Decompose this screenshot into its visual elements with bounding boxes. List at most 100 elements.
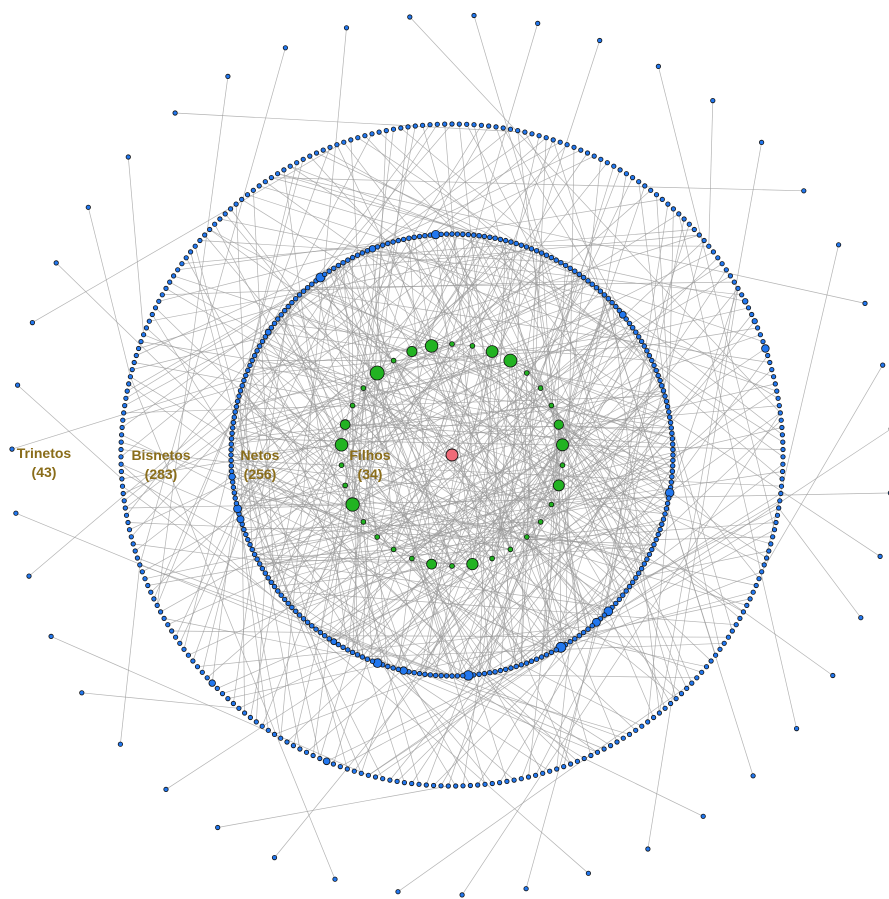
node-netos[interactable] (558, 260, 564, 266)
node-filhos[interactable] (469, 343, 476, 349)
node-bisnetos[interactable] (119, 483, 126, 489)
node-bisnetos[interactable] (202, 232, 208, 238)
node-bisnetos[interactable] (348, 137, 354, 143)
node-bisnetos[interactable] (127, 374, 133, 380)
node-bisnetos[interactable] (442, 121, 448, 127)
node-netos[interactable] (641, 343, 647, 349)
node-trinetos[interactable] (523, 886, 529, 892)
node-netos[interactable] (243, 372, 249, 379)
node-netos[interactable] (670, 446, 676, 453)
node-bisnetos[interactable] (344, 766, 350, 772)
node-filhos[interactable] (338, 462, 345, 469)
node-bisnetos[interactable] (639, 723, 645, 729)
node-bisnetos[interactable] (578, 147, 584, 153)
node-netos[interactable] (618, 310, 627, 319)
node-bisnetos[interactable] (601, 746, 607, 752)
node-bisnetos[interactable] (761, 344, 770, 353)
node-netos[interactable] (655, 531, 661, 538)
node-netos[interactable] (349, 649, 356, 656)
node-trinetos[interactable] (700, 813, 706, 819)
node-bisnetos[interactable] (230, 700, 236, 707)
node-netos[interactable] (230, 484, 237, 491)
node-netos[interactable] (449, 231, 455, 237)
node-bisnetos[interactable] (754, 325, 761, 331)
node-bisnetos[interactable] (753, 582, 759, 589)
node-bisnetos[interactable] (769, 366, 775, 373)
node-bisnetos[interactable] (727, 273, 734, 279)
node-bisnetos[interactable] (588, 752, 594, 759)
node-filhos[interactable] (424, 339, 439, 353)
node-netos[interactable] (476, 232, 482, 239)
node-bisnetos[interactable] (780, 446, 786, 453)
node-netos[interactable] (589, 623, 595, 629)
node-bisnetos[interactable] (766, 548, 772, 554)
node-bisnetos[interactable] (515, 128, 521, 134)
node-bisnetos[interactable] (412, 123, 418, 129)
node-bisnetos[interactable] (145, 582, 151, 589)
node-netos[interactable] (326, 636, 332, 642)
node-netos[interactable] (364, 656, 371, 662)
node-netos[interactable] (663, 398, 670, 404)
node-netos[interactable] (443, 673, 450, 679)
node-bisnetos[interactable] (190, 658, 196, 664)
node-netos[interactable] (553, 647, 559, 653)
node-netos[interactable] (262, 334, 268, 340)
node-netos[interactable] (666, 495, 672, 501)
node-bisnetos[interactable] (118, 454, 124, 460)
node-bisnetos[interactable] (757, 332, 764, 338)
node-netos[interactable] (538, 250, 545, 256)
node-netos[interactable] (548, 254, 555, 261)
node-bisnetos[interactable] (207, 226, 213, 233)
node-bisnetos[interactable] (571, 144, 577, 150)
node-netos[interactable] (309, 281, 315, 287)
node-bisnetos[interactable] (776, 402, 782, 409)
node-bisnetos[interactable] (320, 147, 326, 153)
node-bisnetos[interactable] (525, 774, 532, 780)
node-bisnetos[interactable] (739, 292, 745, 298)
node-bisnetos[interactable] (662, 705, 668, 711)
node-netos[interactable] (653, 367, 659, 374)
node-bisnetos[interactable] (136, 345, 142, 352)
node-bisnetos[interactable] (747, 596, 753, 602)
node-filhos[interactable] (449, 341, 455, 347)
node-bisnetos[interactable] (427, 122, 433, 128)
node-netos[interactable] (289, 299, 295, 306)
node-netos[interactable] (651, 541, 657, 548)
node-bisnetos[interactable] (740, 609, 747, 615)
node-bisnetos[interactable] (689, 680, 695, 686)
node-filhos[interactable] (548, 402, 555, 409)
node-bisnetos[interactable] (134, 555, 140, 561)
node-netos[interactable] (609, 299, 615, 306)
node-netos[interactable] (300, 616, 307, 622)
node-netos[interactable] (411, 670, 417, 676)
node-bisnetos[interactable] (775, 395, 781, 401)
node-bisnetos[interactable] (554, 766, 560, 772)
node-filhos[interactable] (345, 497, 360, 512)
node-trinetos[interactable] (801, 188, 807, 194)
node-netos[interactable] (576, 633, 582, 639)
node-bisnetos[interactable] (236, 705, 242, 711)
node-bisnetos[interactable] (765, 352, 771, 359)
node-netos[interactable] (245, 536, 251, 543)
node-bisnetos[interactable] (158, 609, 164, 615)
node-filhos[interactable] (552, 479, 565, 492)
node-filhos[interactable] (342, 482, 349, 489)
node-bisnetos[interactable] (761, 562, 767, 568)
node-netos[interactable] (293, 608, 299, 614)
node-trinetos[interactable] (215, 824, 221, 831)
node-bisnetos[interactable] (317, 755, 323, 762)
node-netos[interactable] (523, 660, 530, 666)
node-bisnetos[interactable] (475, 782, 481, 788)
node-netos[interactable] (548, 649, 555, 656)
node-netos[interactable] (523, 244, 530, 250)
node-netos[interactable] (359, 654, 366, 660)
node-netos[interactable] (660, 388, 667, 394)
node-bisnetos[interactable] (204, 675, 210, 681)
node-bisnetos[interactable] (163, 285, 169, 291)
node-netos[interactable] (230, 419, 237, 426)
node-bisnetos[interactable] (763, 555, 770, 561)
node-netos[interactable] (662, 511, 668, 517)
node-bisnetos[interactable] (123, 395, 129, 401)
node-bisnetos[interactable] (188, 249, 194, 255)
node-trinetos[interactable] (597, 37, 603, 44)
